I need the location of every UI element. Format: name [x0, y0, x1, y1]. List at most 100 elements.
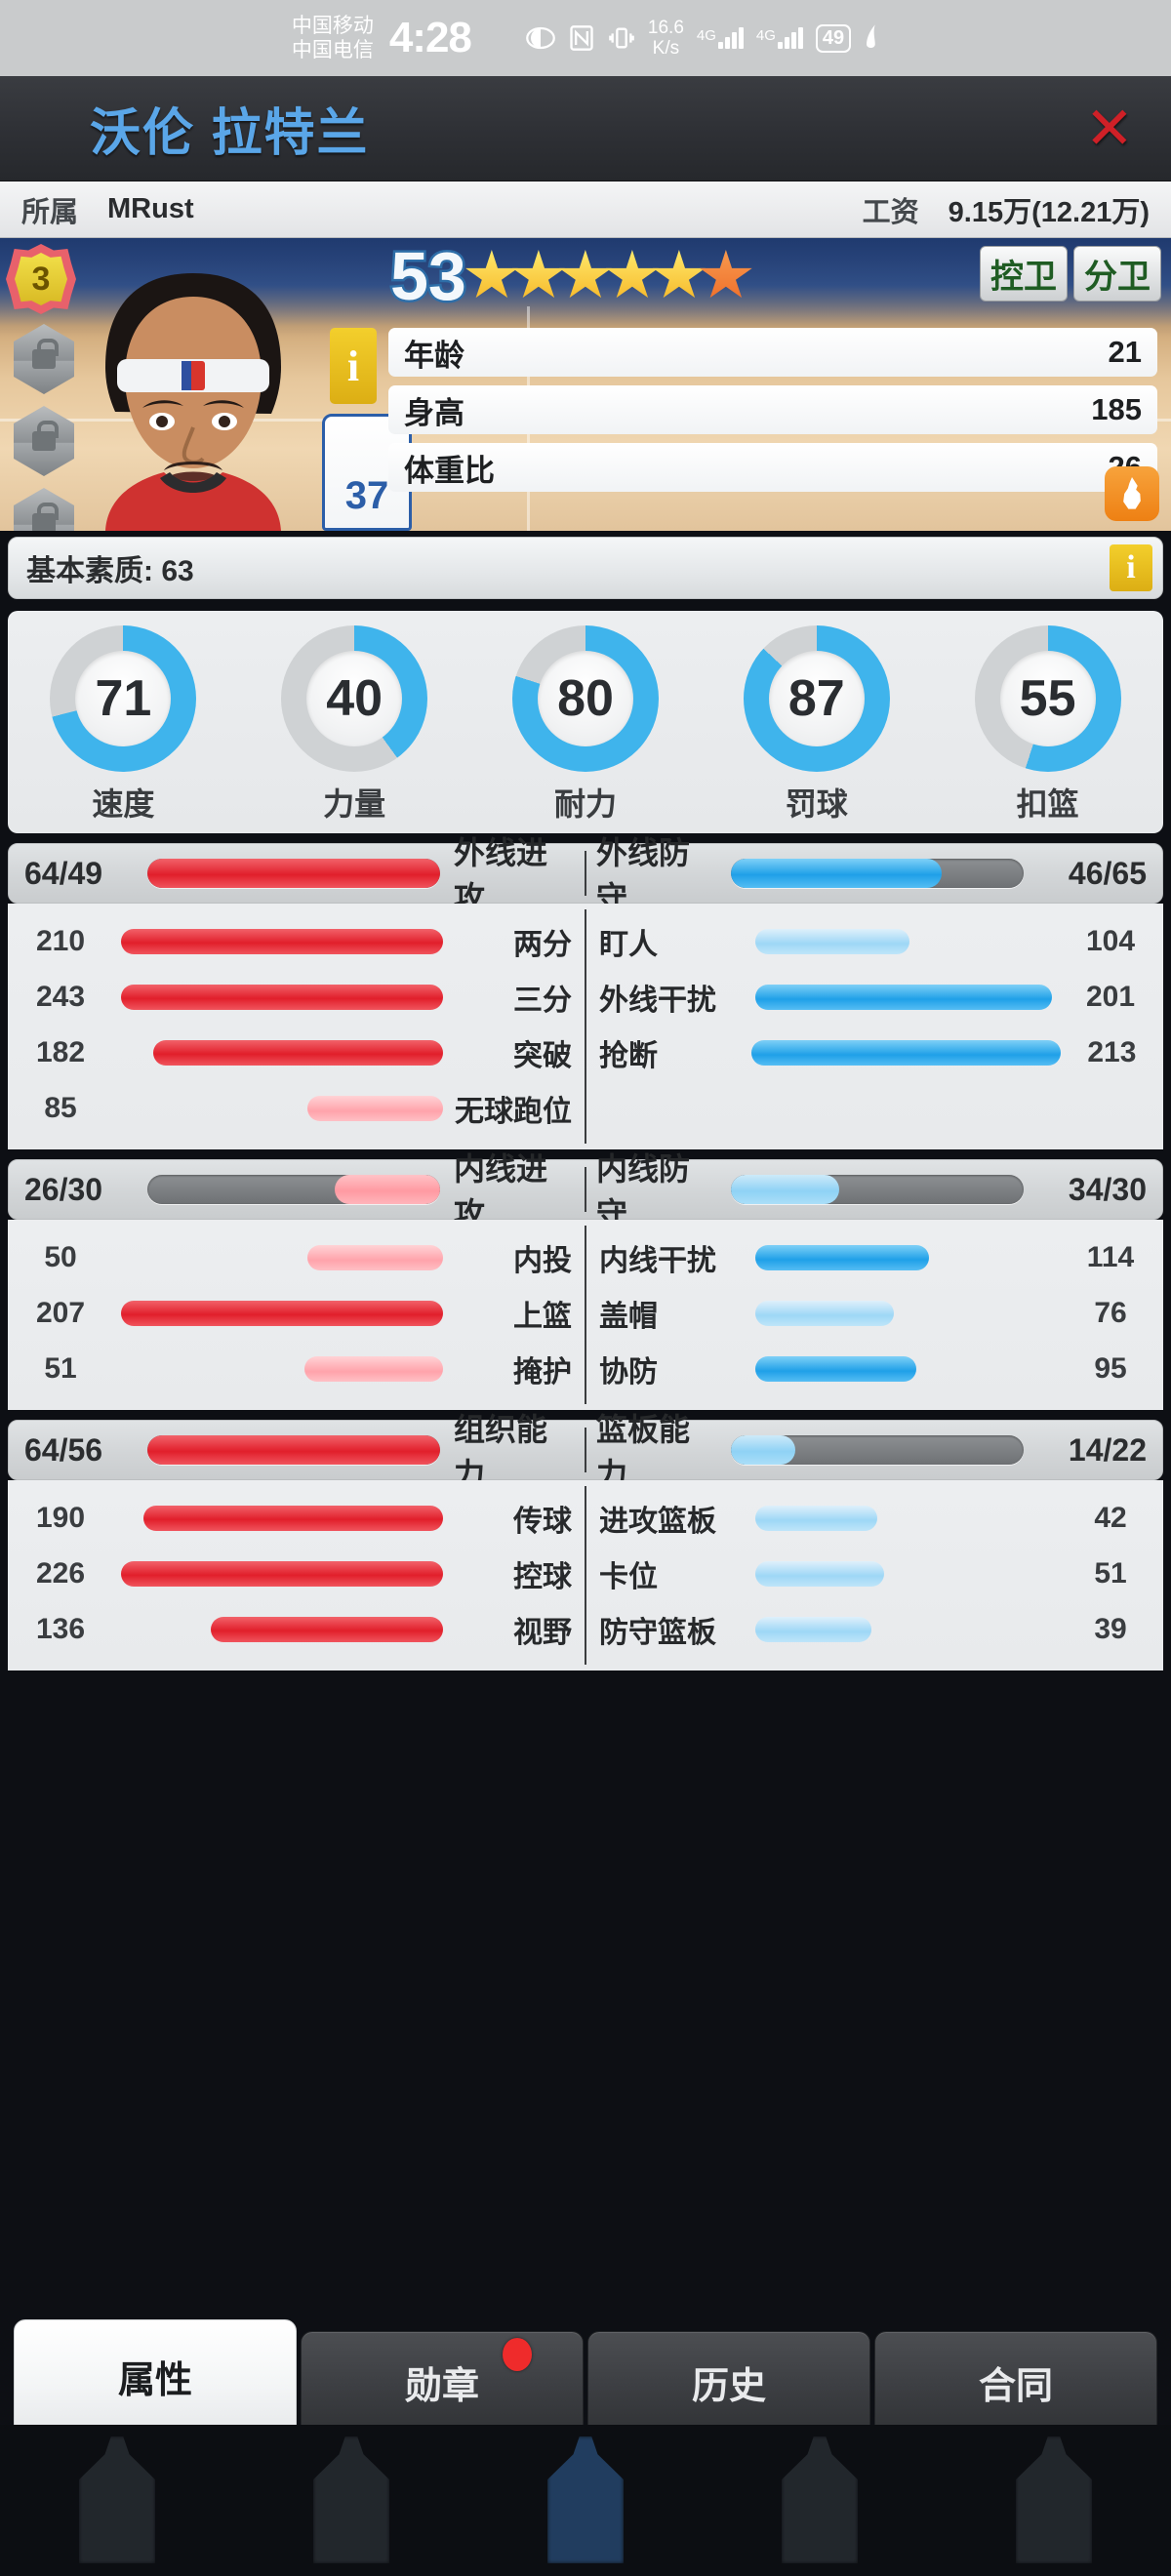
- team-label: 所属: [21, 196, 79, 228]
- stat-bar-left: [121, 1301, 443, 1326]
- stat-label-right: 盖帽: [599, 1301, 658, 1333]
- gauge-ring: 80: [511, 625, 659, 772]
- network-speed-unit: K/s: [652, 38, 680, 59]
- tab-label: 勋章: [404, 2365, 479, 2407]
- stat-section-2: 190 传球 进攻篮板 42 226 控球 卡位 51 136 视野 防守篮板 39: [8, 1480, 1163, 1670]
- stat-row: 50 内投 内线干扰 114: [8, 1233, 1163, 1282]
- vital-value-height: 185: [1091, 392, 1142, 426]
- stat-bar-right: [755, 1506, 878, 1531]
- gauge-label: 罚球: [785, 786, 848, 822]
- gauge-ring: 87: [743, 625, 890, 772]
- vitals-info-icon[interactable]: i: [330, 328, 377, 404]
- stat-value-left: 243: [35, 981, 86, 1013]
- stat-label-left: 视野: [513, 1617, 572, 1649]
- stat-bar-right: [755, 985, 1052, 1010]
- stat-row: 210 两分 盯人 104: [8, 917, 1163, 966]
- locked-badge-slot-1[interactable]: [14, 324, 74, 394]
- gauge-扣篮: 55 扣篮: [974, 625, 1121, 825]
- tab-勋章[interactable]: 勋章: [301, 2331, 584, 2433]
- category-bar-left: [146, 1435, 440, 1465]
- category-score-left: 64/56: [24, 1431, 103, 1468]
- basic-quality-info-icon[interactable]: i: [1110, 544, 1152, 591]
- charging-icon: [864, 23, 879, 53]
- status-clock: 4:28: [388, 14, 472, 61]
- stat-section-0: 210 两分 盯人 104 243 三分 外线干扰 201 182 突破 抢断 213 85 无球跑位: [8, 904, 1163, 1149]
- stat-label-right: 内线干扰: [599, 1245, 716, 1277]
- stat-label-left: 掩护: [513, 1356, 572, 1389]
- stat-section-1: 50 内投 内线干扰 114 207 上篮 盖帽 76 51 掩护 协防 95: [8, 1220, 1163, 1410]
- salary-label: 工资: [862, 196, 919, 228]
- gauge-速度: 71 速度: [50, 625, 197, 825]
- team-value: MRust: [107, 193, 194, 224]
- overall-rating: 53: [388, 238, 469, 314]
- flame-icon[interactable]: [1105, 466, 1159, 521]
- star-2-icon: [511, 250, 565, 299]
- category-score-right: 34/30: [1068, 1171, 1147, 1207]
- tab-合同[interactable]: 合同: [874, 2331, 1157, 2433]
- stat-bar-right: [755, 929, 910, 954]
- roster-slot-1: [0, 2425, 234, 2576]
- stat-label-left: 内投: [513, 1245, 572, 1277]
- vitals-list: 年龄 21 身高 185 体重比 26: [388, 328, 1157, 501]
- nfc-icon: [568, 23, 595, 53]
- stat-value-right: 114: [1086, 1241, 1135, 1273]
- gauge-value: 55: [1019, 670, 1076, 727]
- vital-label-age: 年龄: [404, 338, 464, 373]
- category-header-0: 64/49 外线进攻 外线防守 46/65: [8, 835, 1163, 915]
- stat-value-right: 104: [1085, 925, 1136, 957]
- gauge-value: 71: [95, 670, 152, 727]
- carrier-labels: 中国移动 中国电信: [292, 14, 374, 62]
- category-header-2: 64/56 组织能力 篮板能力 14/22: [8, 1412, 1163, 1492]
- category-bar-right: [731, 1175, 1025, 1204]
- stat-bar-left: [307, 1245, 443, 1270]
- stat-label-left: 三分: [513, 985, 572, 1017]
- stat-sections: 64/49 外线进攻 外线防守 46/65 210 两分 盯人 104 243 三分 外线干扰 201…: [0, 835, 1171, 1670]
- stat-label-left: 传球: [513, 1506, 572, 1538]
- locked-badge-slot-2[interactable]: [14, 406, 74, 476]
- gauge-耐力: 80 耐力: [511, 625, 659, 825]
- position-badge-1[interactable]: 控卫: [980, 246, 1068, 302]
- vital-row-weight: 体重比 26: [388, 443, 1157, 492]
- stat-value-left: 190: [35, 1502, 86, 1534]
- star-6-icon: [699, 250, 752, 299]
- gauge-ring: 71: [50, 625, 197, 772]
- level-badge-value: 3: [31, 260, 51, 298]
- network-speed-indicator: 16.6 K/s: [648, 18, 684, 59]
- stat-value-left: 136: [35, 1613, 86, 1645]
- category-bar-right: [731, 859, 1025, 888]
- signal-2-icon: 4G: [756, 27, 803, 49]
- gauge-value: 87: [787, 670, 845, 727]
- position-badge-2[interactable]: 分卫: [1073, 246, 1161, 302]
- stat-label-left: 上篮: [513, 1301, 572, 1333]
- vital-value-age: 21: [1108, 335, 1142, 369]
- stat-bar-left: [211, 1617, 443, 1642]
- player-card: 3 37 53: [0, 238, 1171, 531]
- vital-label-height: 身高: [404, 395, 464, 430]
- gauge-罚球: 87 罚球: [743, 625, 890, 825]
- star-4-icon: [605, 250, 659, 299]
- gauge-ring: 55: [974, 625, 1121, 772]
- basic-quality-bar: 基本素质: 63 i: [8, 537, 1163, 599]
- eye-care-icon: [526, 23, 555, 53]
- locked-badge-slot-3[interactable]: [14, 488, 74, 531]
- status-bar: 中国移动 中国电信 4:28 16.6 K/s 4G 4G: [0, 0, 1171, 76]
- stat-label-right: 防守篮板: [599, 1617, 716, 1649]
- star-1-icon: [464, 250, 518, 299]
- stat-value-left: 210: [35, 925, 86, 957]
- roster-slot-4: [703, 2425, 937, 2576]
- stat-row: 182 突破 抢断 213: [8, 1028, 1163, 1077]
- stat-value-right: 76: [1094, 1297, 1127, 1329]
- tab-属性[interactable]: 属性: [14, 2319, 297, 2433]
- rating-row: 53: [388, 238, 753, 314]
- stat-value-left: 50: [44, 1241, 77, 1273]
- gauge-力量: 40 力量: [281, 625, 428, 825]
- close-icon[interactable]: ✕: [1084, 95, 1134, 161]
- stat-label-left: 无球跑位: [455, 1096, 572, 1128]
- tab-历史[interactable]: 历史: [587, 2331, 870, 2433]
- level-badge: 3: [6, 244, 76, 314]
- star-rating: [464, 250, 753, 302]
- salary-value: 9.15万(12.21万): [948, 196, 1150, 228]
- stat-value-left: 226: [35, 1557, 86, 1590]
- stat-label-right: 抢断: [599, 1040, 658, 1072]
- stat-row: 136 视野 防守篮板 39: [8, 1605, 1163, 1654]
